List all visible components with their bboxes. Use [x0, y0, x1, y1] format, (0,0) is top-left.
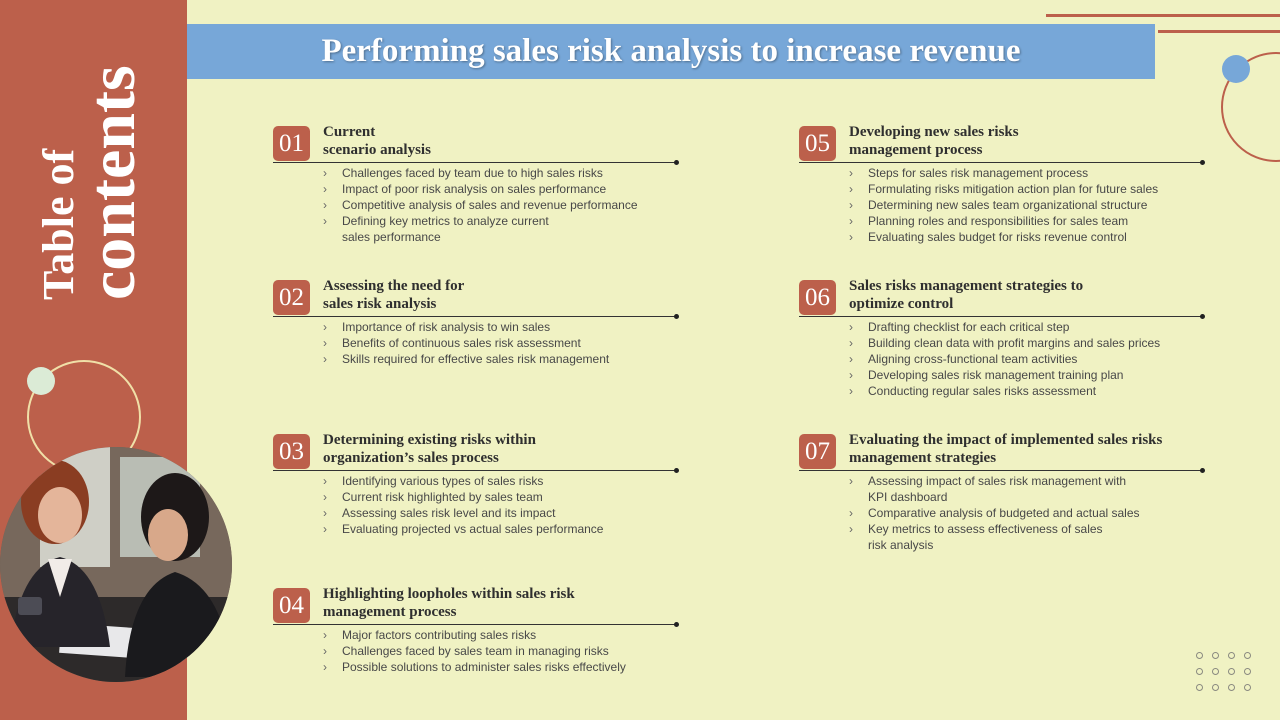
- list-item: Planning roles and responsibilities for …: [849, 213, 1209, 229]
- section-heading-line: Assessing the need for: [323, 278, 465, 294]
- section-heading-line: Developing new sales risks: [849, 124, 1019, 140]
- section-divider: [273, 468, 679, 473]
- sidebar-title-line2: contents: [76, 65, 149, 300]
- section-number: 06: [799, 280, 836, 315]
- list-item: Key metrics to assess effectiveness of s…: [849, 521, 1209, 537]
- decorative-line: [1046, 14, 1280, 17]
- list-item: Benefits of continuous sales risk assess…: [323, 335, 683, 351]
- section-heading: Determining existing risks within organi…: [323, 431, 683, 467]
- section-heading-line: Determining existing risks within: [323, 432, 536, 448]
- list-item: Identifying various types of sales risks: [323, 473, 683, 489]
- section-heading-line: management process: [323, 604, 457, 620]
- section-number: 02: [273, 280, 310, 315]
- list-item-continuation: risk analysis: [868, 538, 934, 552]
- decorative-line: [1158, 30, 1280, 33]
- section-number: 01: [273, 126, 310, 161]
- section-items: Challenges faced by team due to high sal…: [323, 165, 683, 245]
- section-heading: Sales risks management strategies to opt…: [849, 277, 1209, 313]
- section-heading-line: organization’s sales process: [323, 450, 499, 466]
- section-number: 03: [273, 434, 310, 469]
- list-item: Conducting regular sales risks assessmen…: [849, 383, 1209, 399]
- section-heading: Current scenario analysis: [323, 123, 683, 159]
- list-item: Steps for sales risk management process: [849, 165, 1209, 181]
- page-title: Performing sales risk analysis to increa…: [321, 33, 1021, 69]
- list-item: Major factors contributing sales risks: [323, 627, 683, 643]
- list-item: Impact of poor risk analysis on sales pe…: [323, 181, 683, 197]
- list-item: Aligning cross-functional team activitie…: [849, 351, 1209, 367]
- section-heading-line: sales risk analysis: [323, 296, 437, 312]
- list-item: Developing sales risk management trainin…: [849, 367, 1209, 383]
- section-items: Identifying various types of sales risks…: [323, 473, 683, 537]
- section-heading-line: management process: [849, 142, 983, 158]
- section-items: Importance of risk analysis to win sales…: [323, 319, 683, 367]
- section-divider: [273, 622, 679, 627]
- list-item: Assessing impact of sales risk managemen…: [849, 473, 1209, 489]
- list-item: Evaluating sales budget for risks revenu…: [849, 229, 1209, 245]
- list-item: Defining key metrics to analyze current: [323, 213, 683, 229]
- section-heading: Highlighting loopholes within sales risk…: [323, 585, 683, 621]
- section-divider: [799, 160, 1205, 165]
- list-item: Competitive analysis of sales and revenu…: [323, 197, 683, 213]
- list-item: Skills required for effective sales risk…: [323, 351, 683, 367]
- section-number: 07: [799, 434, 836, 469]
- list-item: Challenges faced by team due to high sal…: [323, 165, 683, 181]
- team-photo: [0, 447, 232, 682]
- sidebar-title: Table of contents: [34, 65, 149, 300]
- section-heading-line: scenario analysis: [323, 142, 431, 158]
- section-heading-line: management strategies: [849, 450, 997, 466]
- list-item: Determining new sales team organizationa…: [849, 197, 1209, 213]
- section-divider: [799, 314, 1205, 319]
- list-item: Importance of risk analysis to win sales: [323, 319, 683, 335]
- decorative-dot: [27, 367, 55, 395]
- list-item: Evaluating projected vs actual sales per…: [323, 521, 683, 537]
- decorative-dot: [1222, 55, 1250, 83]
- section-divider: [273, 314, 679, 319]
- list-item: Possible solutions to administer sales r…: [323, 659, 683, 675]
- list-item: Comparative analysis of budgeted and act…: [849, 505, 1209, 521]
- section-items: Assessing impact of sales risk managemen…: [849, 473, 1209, 553]
- section-divider: [273, 160, 679, 165]
- list-item: Assessing sales risk level and its impac…: [323, 505, 683, 521]
- list-item-continuation: KPI dashboard: [868, 490, 948, 504]
- list-item: Drafting checklist for each critical ste…: [849, 319, 1209, 335]
- section-number: 04: [273, 588, 310, 623]
- section-heading-line: Evaluating the impact of implemented sal…: [849, 432, 1163, 448]
- section-heading: Evaluating the impact of implemented sal…: [849, 431, 1219, 467]
- section-heading-line: Highlighting loopholes within sales risk: [323, 586, 575, 602]
- section-heading: Developing new sales risks management pr…: [849, 123, 1209, 159]
- list-item: Current risk highlighted by sales team: [323, 489, 683, 505]
- decorative-dot-grid: [1196, 652, 1256, 692]
- list-item: Formulating risks mitigation action plan…: [849, 181, 1209, 197]
- section-items: Drafting checklist for each critical ste…: [849, 319, 1209, 399]
- list-item-continuation: sales performance: [342, 230, 441, 244]
- section-heading-line: Current: [323, 124, 376, 140]
- section-divider: [799, 468, 1205, 473]
- section-heading-line: Sales risks management strategies to: [849, 278, 1084, 294]
- section-items: Major factors contributing sales risks C…: [323, 627, 683, 675]
- section-heading: Assessing the need for sales risk analys…: [323, 277, 683, 313]
- title-bar: Performing sales risk analysis to increa…: [187, 24, 1155, 79]
- list-item: Challenges faced by sales team in managi…: [323, 643, 683, 659]
- section-heading-line: optimize control: [849, 296, 954, 312]
- section-number: 05: [799, 126, 836, 161]
- list-item: Building clean data with profit margins …: [849, 335, 1209, 351]
- section-items: Steps for sales risk management process …: [849, 165, 1209, 245]
